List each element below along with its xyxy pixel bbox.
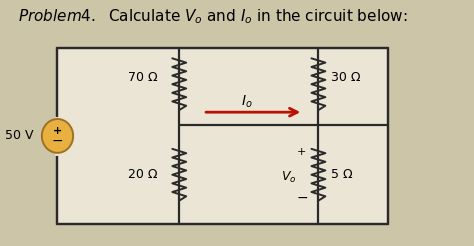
Text: $\mathbf{\mathit{Problem4.}}$  Calculate $V_o$ and $I_o$ in the circuit below:: $\mathbf{\mathit{Problem4.}}$ Calculate … xyxy=(18,8,408,27)
Text: 5 Ω: 5 Ω xyxy=(331,168,353,181)
Circle shape xyxy=(42,119,73,153)
Text: $I_o$: $I_o$ xyxy=(241,93,253,110)
Text: −: − xyxy=(52,134,64,148)
Text: +: + xyxy=(53,126,62,136)
Text: −: − xyxy=(296,191,308,205)
Text: +: + xyxy=(297,147,307,157)
Bar xyxy=(57,48,388,224)
Text: 70 Ω: 70 Ω xyxy=(128,71,157,84)
Text: 20 Ω: 20 Ω xyxy=(128,168,157,181)
Text: 30 Ω: 30 Ω xyxy=(331,71,361,84)
Text: $V_o$: $V_o$ xyxy=(281,169,297,185)
Text: 50 V: 50 V xyxy=(5,129,34,142)
